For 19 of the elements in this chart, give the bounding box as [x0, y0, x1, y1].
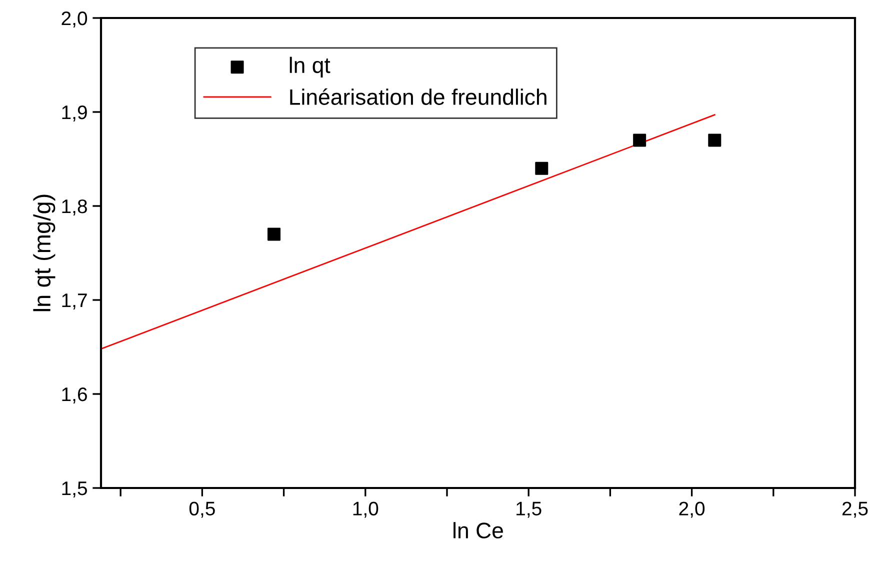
point — [267, 228, 280, 241]
point — [633, 134, 646, 147]
y-tick-label: 1,8 — [62, 199, 87, 216]
y-tick-label: 1,6 — [62, 387, 87, 404]
legend-label: Linéarisation de freundlich — [290, 88, 546, 105]
y-tick-label: 2,0 — [62, 11, 88, 28]
y-tick-label: 1,5 — [62, 482, 87, 498]
x-tick-label: 0,5 — [189, 502, 215, 518]
x-tick-label: 1,0 — [353, 502, 378, 518]
legend-label: ln qt — [290, 56, 330, 78]
point — [708, 134, 722, 147]
y-tick-label: 1,7 — [62, 294, 87, 310]
x-tick-label: 2,0 — [679, 502, 705, 518]
y-tick-label: 1,9 — [62, 105, 87, 122]
y-axis-title: ln qt (mg/g) — [33, 194, 56, 312]
x-axis-title: ln Ce — [454, 522, 503, 538]
x-tick-label: 1,5 — [516, 502, 542, 518]
point — [535, 162, 548, 175]
x-tick-label: 2,5 — [842, 502, 868, 518]
